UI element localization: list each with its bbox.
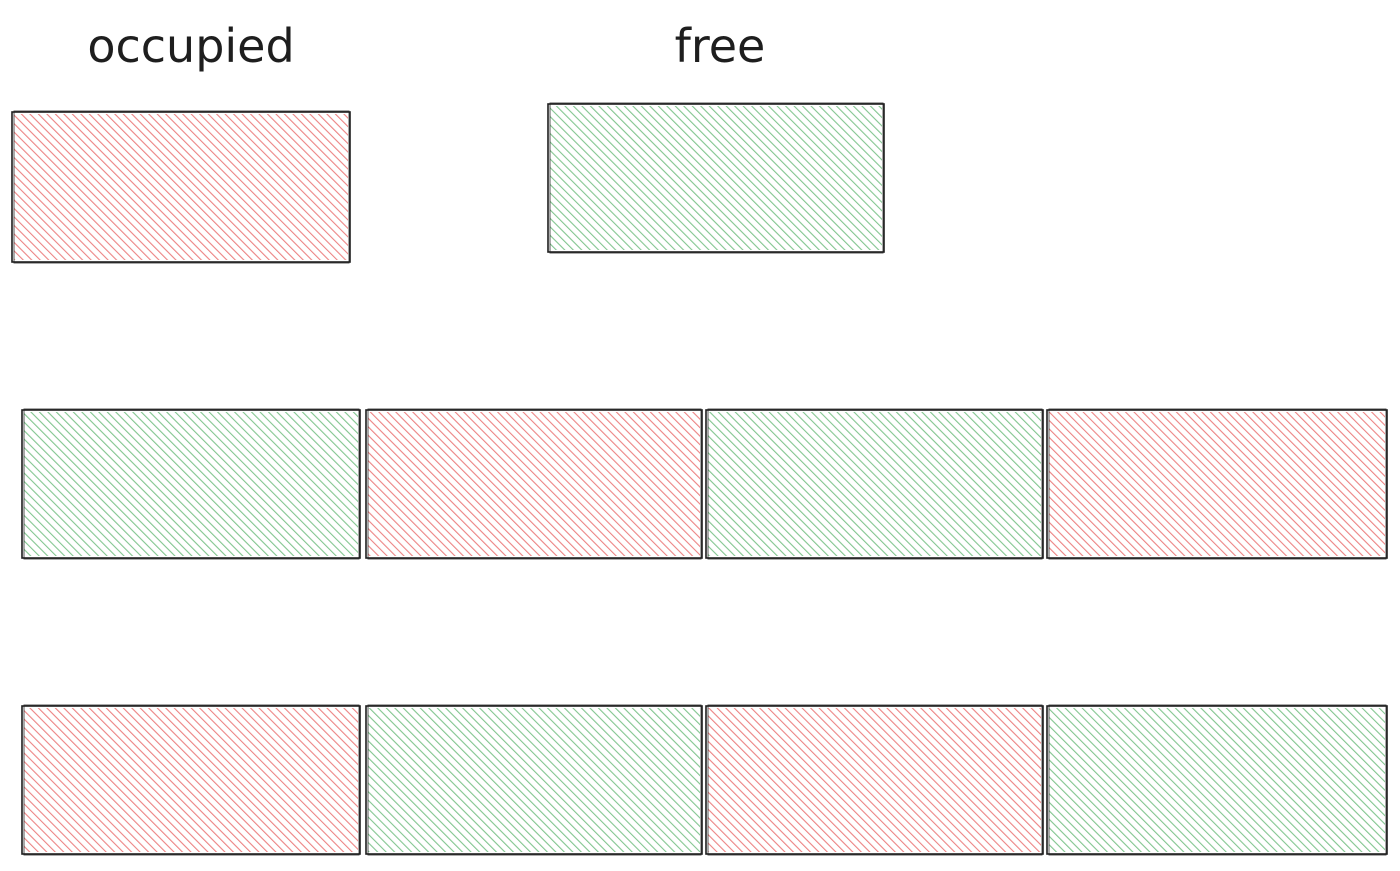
occupied-block (705, 704, 1044, 856)
occupied-block (21, 704, 361, 856)
legend-blocks (11, 102, 885, 264)
occupied-block (1046, 408, 1388, 560)
legend-free-block (547, 102, 885, 254)
legend-occupied-block (11, 110, 351, 264)
block-row-1 (21, 408, 1388, 560)
occupied-label: occupied (87, 19, 294, 73)
free-block (21, 408, 361, 560)
block-row-2 (21, 704, 1388, 856)
free-block (705, 408, 1044, 560)
free-label: free (675, 19, 766, 73)
occupied-block (365, 408, 703, 560)
free-block (1046, 704, 1388, 856)
free-block (365, 704, 703, 856)
